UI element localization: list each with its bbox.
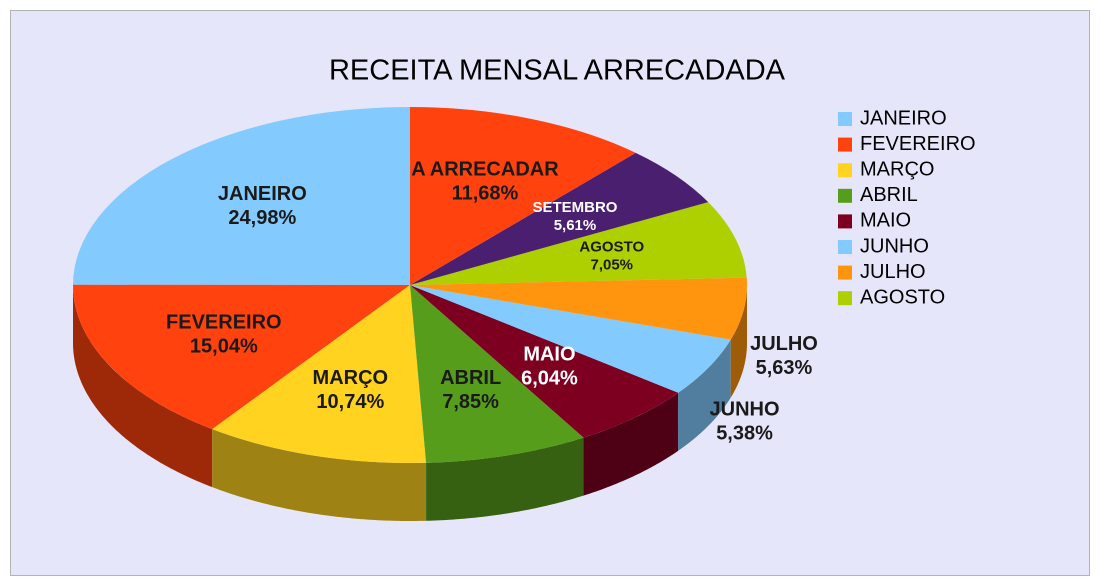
slice xyxy=(73,107,410,285)
slice-label-name: MARÇO xyxy=(313,367,389,389)
legend-label: MARÇO xyxy=(860,158,934,180)
slice-label-value: 5,63% xyxy=(756,357,813,379)
legend-label: JANEIRO xyxy=(860,107,947,129)
slice-side xyxy=(678,339,731,451)
slice-label-value: 7,85% xyxy=(442,391,499,413)
legend-label: ABRIL xyxy=(860,184,918,206)
slice-label-value: 7,05% xyxy=(590,256,633,273)
slice-label-name: SETEMBRO xyxy=(532,199,617,216)
slice-label-value: 5,61% xyxy=(554,217,597,234)
slice xyxy=(73,284,410,430)
legend-label: FEVEREIRO xyxy=(860,133,976,155)
slice xyxy=(410,285,584,463)
slice xyxy=(410,277,747,340)
legend-swatch xyxy=(838,163,852,178)
legend-swatch xyxy=(838,240,852,254)
slice-label-name: ABRIL xyxy=(440,367,501,389)
chart-title: RECEITA MENSAL ARRECADADA xyxy=(329,55,786,87)
slice xyxy=(410,285,679,438)
slice-label-value: 24,98% xyxy=(228,207,296,229)
slice-label-name: JULHO xyxy=(750,333,818,355)
legend-swatch xyxy=(838,137,852,152)
slice-label-value: 11,68% xyxy=(452,182,519,204)
slice-label-value: 6,04% xyxy=(521,367,578,389)
legend-label: JULHO xyxy=(860,261,926,283)
legend-swatch xyxy=(838,291,852,306)
slice-side xyxy=(583,392,679,496)
legend-label: MAIO xyxy=(860,210,911,232)
slice xyxy=(212,285,427,463)
slice xyxy=(410,202,747,285)
legend-swatch xyxy=(838,112,852,126)
slice-label-name: A ARRECADAR xyxy=(411,158,559,180)
legend-label: AGOSTO xyxy=(860,286,945,308)
slice-label-value: 5,38% xyxy=(716,423,773,445)
slice-label-name: JUNHO xyxy=(710,399,780,421)
legend-swatch xyxy=(838,214,852,229)
slice-label-name: MAIO xyxy=(523,343,575,365)
slice-side xyxy=(212,429,427,521)
slice-side xyxy=(73,286,213,488)
slice-label-name: AGOSTO xyxy=(579,238,644,255)
slice-side xyxy=(426,437,584,521)
legend-swatch xyxy=(838,265,852,280)
slice-side xyxy=(730,286,747,398)
slice-label-value: 15,04% xyxy=(190,335,258,357)
slice xyxy=(410,285,731,393)
slice xyxy=(410,152,709,285)
slice-label-name: FEVEREIRO xyxy=(166,311,282,333)
legend-label: JUNHO xyxy=(860,235,929,257)
slice-label-value: 10,74% xyxy=(316,391,384,413)
slice xyxy=(410,107,636,285)
slice-label-name: JANEIRO xyxy=(218,183,307,205)
legend-swatch xyxy=(838,188,852,203)
